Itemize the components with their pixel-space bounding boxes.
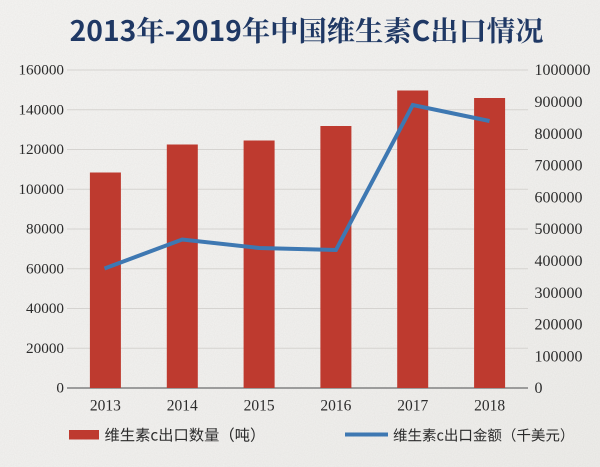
svg-text:600000: 600000 <box>535 189 583 206</box>
svg-text:140000: 140000 <box>18 102 64 119</box>
svg-text:160000: 160000 <box>18 62 64 79</box>
svg-text:700000: 700000 <box>535 158 583 175</box>
svg-text:2016: 2016 <box>320 398 351 415</box>
svg-text:2013: 2013 <box>90 398 121 415</box>
svg-text:100000: 100000 <box>18 181 64 198</box>
svg-text:120000: 120000 <box>18 141 64 158</box>
svg-text:0: 0 <box>56 380 64 397</box>
svg-text:60000: 60000 <box>26 260 64 277</box>
svg-text:800000: 800000 <box>535 126 583 143</box>
svg-text:0: 0 <box>535 380 543 397</box>
svg-text:20000: 20000 <box>26 340 64 357</box>
svg-text:2014: 2014 <box>167 398 198 415</box>
svg-text:2015: 2015 <box>244 398 275 415</box>
svg-text:2018: 2018 <box>474 398 505 415</box>
svg-text:2017: 2017 <box>397 398 428 415</box>
svg-text:500000: 500000 <box>535 221 583 238</box>
svg-text:900000: 900000 <box>535 94 583 111</box>
svg-text:1000000: 1000000 <box>535 62 591 79</box>
svg-text:40000: 40000 <box>26 300 64 317</box>
svg-text:300000: 300000 <box>535 285 583 302</box>
svg-text:400000: 400000 <box>535 253 583 270</box>
svg-text:200000: 200000 <box>535 317 583 334</box>
svg-text:100000: 100000 <box>535 348 583 365</box>
svg-text:80000: 80000 <box>26 221 64 238</box>
